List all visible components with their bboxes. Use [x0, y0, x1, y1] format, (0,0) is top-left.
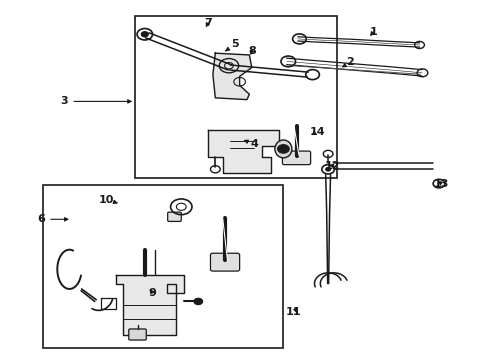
- Text: 14: 14: [309, 127, 325, 137]
- Text: 10: 10: [98, 195, 117, 204]
- FancyBboxPatch shape: [128, 329, 146, 340]
- Text: 5: 5: [225, 39, 238, 51]
- FancyBboxPatch shape: [210, 253, 239, 271]
- FancyBboxPatch shape: [282, 151, 310, 165]
- Circle shape: [141, 32, 148, 37]
- Polygon shape: [207, 130, 278, 173]
- Text: 4: 4: [244, 139, 258, 149]
- Bar: [135, 16, 336, 178]
- Polygon shape: [212, 53, 251, 100]
- Polygon shape: [116, 275, 183, 336]
- Circle shape: [194, 298, 202, 305]
- Bar: [42, 185, 283, 348]
- Circle shape: [277, 145, 288, 153]
- Text: 1: 1: [369, 27, 376, 37]
- Text: 13: 13: [433, 179, 448, 189]
- Circle shape: [325, 167, 330, 171]
- Text: 11: 11: [285, 307, 300, 317]
- Text: 9: 9: [148, 288, 156, 297]
- Text: 7: 7: [204, 18, 211, 28]
- Text: 3: 3: [61, 96, 131, 107]
- Text: 6: 6: [37, 214, 68, 224]
- Text: 8: 8: [247, 46, 255, 57]
- Text: 2: 2: [342, 57, 354, 67]
- Text: 12: 12: [324, 161, 339, 171]
- FancyBboxPatch shape: [167, 212, 181, 221]
- Ellipse shape: [274, 140, 291, 158]
